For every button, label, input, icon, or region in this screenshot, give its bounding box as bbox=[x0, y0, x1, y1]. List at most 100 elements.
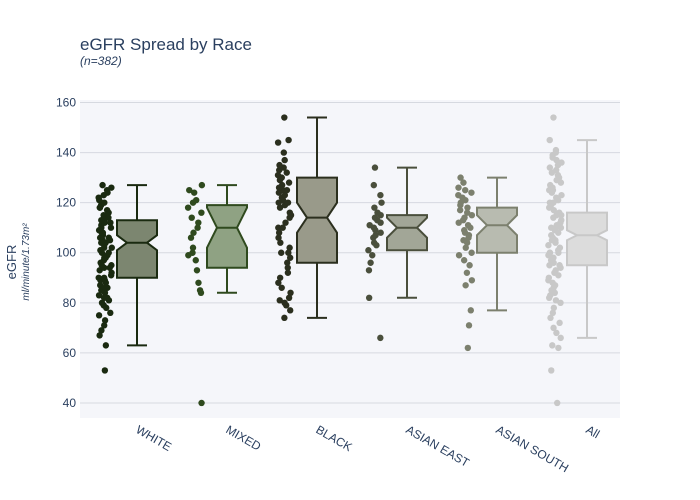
data-point bbox=[548, 232, 555, 239]
data-point bbox=[275, 224, 282, 231]
chart-subtitle: (n=382) bbox=[80, 54, 122, 68]
x-tick-label: All bbox=[584, 422, 603, 441]
data-point bbox=[100, 294, 108, 302]
y-tick-label: 80 bbox=[63, 296, 77, 310]
data-point bbox=[276, 204, 284, 211]
data-point bbox=[184, 204, 192, 211]
data-point bbox=[550, 304, 558, 312]
data-point bbox=[103, 206, 111, 214]
data-point bbox=[464, 204, 471, 211]
data-point bbox=[97, 282, 104, 289]
data-point bbox=[283, 169, 290, 176]
data-point bbox=[281, 314, 288, 322]
data-point bbox=[193, 267, 201, 274]
y-tick-label: 40 bbox=[63, 396, 77, 410]
data-point bbox=[101, 254, 108, 261]
data-point bbox=[461, 214, 468, 221]
data-point bbox=[377, 229, 384, 236]
chart-title: eGFR Spread by Race bbox=[80, 35, 252, 54]
data-point bbox=[106, 237, 114, 244]
data-point bbox=[287, 211, 295, 219]
data-point bbox=[377, 191, 384, 199]
data-point bbox=[106, 264, 113, 271]
data-point bbox=[371, 214, 379, 221]
data-point bbox=[108, 244, 115, 251]
data-point bbox=[95, 274, 102, 281]
data-point bbox=[462, 282, 469, 289]
y-tick-label: 60 bbox=[63, 346, 77, 360]
data-point bbox=[96, 204, 104, 211]
data-point bbox=[464, 209, 471, 216]
data-point bbox=[276, 161, 283, 169]
data-point bbox=[284, 269, 292, 276]
data-point bbox=[367, 259, 374, 266]
data-point bbox=[557, 224, 565, 231]
data-point bbox=[455, 191, 462, 199]
data-point bbox=[98, 327, 105, 334]
data-point bbox=[546, 164, 554, 171]
data-point bbox=[278, 249, 285, 256]
data-point bbox=[456, 206, 464, 214]
data-point bbox=[553, 194, 560, 201]
data-point bbox=[370, 239, 378, 246]
data-points bbox=[95, 114, 565, 407]
data-point bbox=[287, 289, 294, 297]
data-point bbox=[275, 184, 283, 191]
data-point bbox=[462, 186, 469, 194]
data-point bbox=[193, 196, 200, 204]
data-point bbox=[556, 244, 564, 251]
box-plots bbox=[116, 116, 608, 347]
data-point bbox=[190, 229, 197, 236]
data-point bbox=[275, 279, 282, 286]
y-axis-unit: ml/minute/1.73m² bbox=[21, 223, 32, 301]
x-tick-labels: WHITE MIXED BLACK ASIAN EAST ASIAN SOUTH All bbox=[134, 422, 603, 475]
y-tick-label: 120 bbox=[56, 196, 76, 210]
data-point bbox=[105, 214, 112, 221]
data-point bbox=[198, 181, 206, 189]
data-point bbox=[552, 297, 560, 304]
data-point bbox=[287, 307, 294, 314]
data-point bbox=[189, 249, 196, 256]
data-point bbox=[549, 342, 556, 349]
x-tick-label: BLACK bbox=[314, 422, 355, 454]
data-point bbox=[284, 259, 291, 266]
data-point bbox=[468, 189, 475, 196]
data-point bbox=[196, 287, 204, 294]
data-point bbox=[98, 216, 105, 224]
data-point bbox=[281, 156, 288, 164]
data-point bbox=[549, 309, 557, 317]
data-point bbox=[378, 199, 385, 206]
data-point bbox=[195, 219, 202, 226]
data-point bbox=[194, 224, 201, 231]
data-point bbox=[274, 139, 282, 146]
data-point bbox=[198, 209, 205, 216]
data-point bbox=[188, 214, 195, 221]
data-point bbox=[189, 244, 197, 251]
data-point bbox=[108, 269, 115, 276]
data-point bbox=[277, 239, 284, 246]
data-point bbox=[195, 279, 202, 286]
data-point bbox=[558, 159, 565, 166]
box-body bbox=[116, 219, 158, 279]
data-point bbox=[554, 171, 562, 179]
x-tick-label: WHITE bbox=[134, 422, 174, 453]
data-point bbox=[460, 237, 467, 244]
box-black bbox=[296, 116, 338, 319]
data-point bbox=[192, 257, 199, 264]
data-point bbox=[465, 322, 473, 329]
data-point bbox=[101, 367, 109, 374]
box-mixed bbox=[206, 184, 248, 294]
data-point bbox=[550, 114, 557, 121]
data-point bbox=[276, 297, 283, 304]
data-point bbox=[466, 262, 473, 269]
data-point bbox=[107, 224, 115, 231]
data-point bbox=[554, 399, 561, 407]
data-point bbox=[371, 204, 378, 211]
data-point bbox=[546, 186, 553, 194]
data-point bbox=[461, 227, 468, 234]
data-point bbox=[460, 257, 468, 264]
box-body bbox=[566, 211, 608, 267]
data-point bbox=[101, 322, 108, 329]
data-point bbox=[101, 284, 109, 291]
data-point bbox=[546, 136, 553, 144]
